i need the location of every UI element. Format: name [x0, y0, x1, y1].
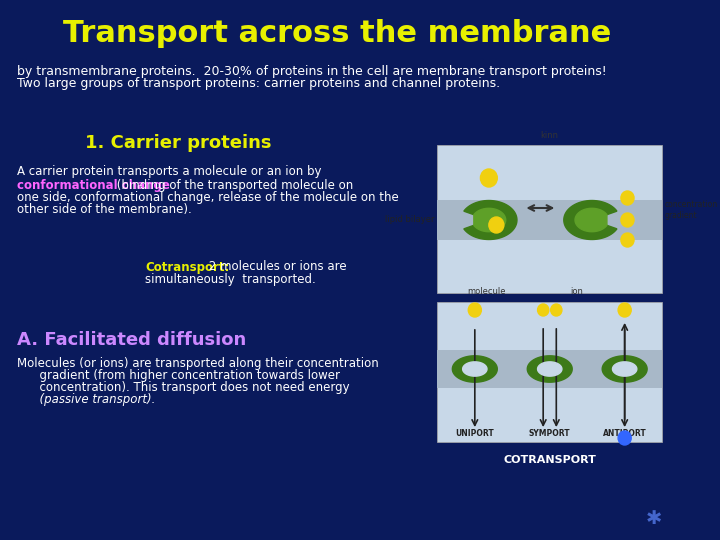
Text: other side of the membrane).: other side of the membrane).	[17, 202, 192, 215]
Polygon shape	[575, 208, 607, 232]
Circle shape	[538, 304, 549, 316]
Text: A carrier protein transports a molecule or an ion by: A carrier protein transports a molecule …	[17, 165, 321, 179]
Text: SYMPORT: SYMPORT	[529, 429, 570, 438]
Circle shape	[618, 303, 631, 317]
Polygon shape	[474, 208, 505, 232]
Text: one side, conformational change, release of the molecule on the: one side, conformational change, release…	[17, 191, 399, 204]
Circle shape	[551, 304, 562, 316]
Bar	[437, 302, 662, 442]
Text: Molecules (or ions) are transported along their concentration: Molecules (or ions) are transported alon…	[17, 356, 379, 369]
Text: gradient (from higher concentration towards lower: gradient (from higher concentration towa…	[17, 368, 340, 381]
Polygon shape	[452, 356, 498, 382]
Text: COTRANSPORT: COTRANSPORT	[503, 455, 596, 465]
Text: concentration
gradient: concentration gradient	[665, 200, 718, 220]
Text: concentration). This transport does not need energy: concentration). This transport does not …	[17, 381, 349, 394]
Text: UNIPORT: UNIPORT	[456, 429, 494, 438]
Circle shape	[468, 303, 482, 317]
Polygon shape	[464, 200, 517, 240]
Text: 1. Carrier proteins: 1. Carrier proteins	[85, 134, 271, 152]
Polygon shape	[527, 356, 572, 382]
Polygon shape	[538, 362, 562, 376]
Text: by transmembrane proteins.  20-30% of proteins in the cell are membrane transpor: by transmembrane proteins. 20-30% of pro…	[17, 64, 607, 78]
Text: ANTIPORT: ANTIPORT	[603, 429, 647, 438]
Polygon shape	[602, 356, 647, 382]
Circle shape	[489, 217, 504, 233]
Text: Cotransport:: Cotransport:	[145, 260, 230, 273]
Polygon shape	[613, 362, 636, 376]
Text: conformational change: conformational change	[17, 179, 170, 192]
Text: (binding of the transported molecule on: (binding of the transported molecule on	[113, 179, 354, 192]
Polygon shape	[564, 200, 617, 240]
Circle shape	[480, 169, 498, 187]
Bar	[437, 350, 662, 388]
Text: kinn: kinn	[541, 131, 559, 139]
Text: Transport across the membrane: Transport across the membrane	[63, 19, 611, 49]
Text: molecule: molecule	[467, 287, 506, 296]
Text: (passive transport).: (passive transport).	[17, 393, 156, 406]
Text: ✱: ✱	[646, 509, 662, 528]
Text: 2 molecules or ions are: 2 molecules or ions are	[204, 260, 346, 273]
Text: ion: ion	[570, 287, 583, 296]
Text: simultaneously  transported.: simultaneously transported.	[145, 273, 316, 286]
Circle shape	[618, 431, 631, 445]
Bar	[437, 200, 662, 240]
Text: A. Facilitated diffusion: A. Facilitated diffusion	[17, 331, 246, 349]
Polygon shape	[463, 362, 487, 376]
Bar	[437, 145, 662, 293]
Text: lipid bilayer: lipid bilayer	[385, 214, 435, 224]
Circle shape	[621, 213, 634, 227]
Circle shape	[621, 191, 634, 205]
Circle shape	[621, 233, 634, 247]
Text: Two large groups of transport proteins: carrier proteins and channel proteins.: Two large groups of transport proteins: …	[17, 78, 500, 91]
